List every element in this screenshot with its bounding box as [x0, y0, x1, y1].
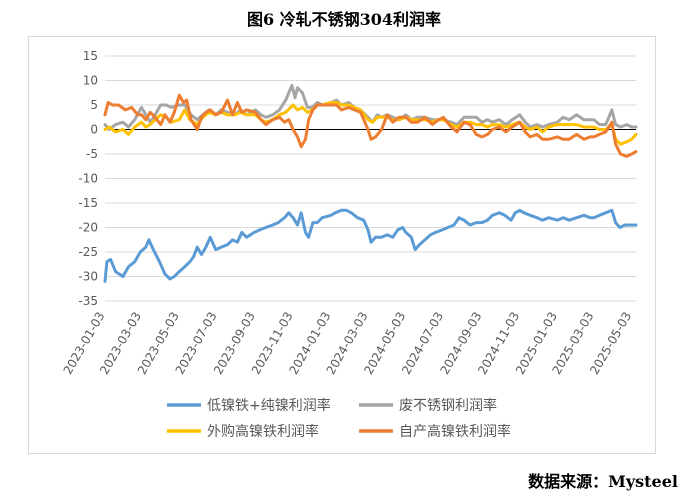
y-tick-label: -20	[78, 221, 98, 235]
series-lines	[103, 83, 638, 283]
series-line-2	[103, 83, 638, 131]
y-tick-label: -30	[78, 270, 98, 284]
y-tick-labels: 15 10 5 0 -5 -10 -15 -20 -25 -30 -35	[78, 49, 98, 308]
y-tick-label: -25	[78, 245, 98, 259]
legend-label: 低镍铁+纯镍利润率	[207, 397, 331, 414]
chart-frame	[28, 36, 656, 454]
grid-layer	[105, 55, 636, 302]
y-tick-label: 0	[90, 123, 98, 137]
x-tick-labels: 2023-01-032023-03-032023-05-032023-07-03…	[61, 309, 635, 376]
series-line-1	[103, 208, 638, 283]
y-tick-label: 10	[83, 74, 98, 88]
legend-label: 自产高镍铁利润率	[399, 423, 511, 440]
y-tick-label: -5	[86, 147, 98, 161]
y-tick-label: -10	[78, 172, 98, 186]
data-source: 数据来源：Mysteel	[528, 472, 678, 491]
legend-label: 废不锈钢利润率	[399, 397, 497, 414]
legend-label: 外购高镍铁利润率	[207, 423, 319, 440]
series-line-4	[103, 93, 638, 158]
y-tick-label: -15	[78, 196, 98, 210]
y-tick-label: 15	[83, 49, 98, 63]
chart-title: 图6 冷轧不锈钢304利润率	[246, 10, 442, 29]
series-line-3	[103, 101, 638, 146]
y-tick-label: 5	[90, 98, 98, 112]
y-tick-label: -35	[78, 294, 98, 308]
